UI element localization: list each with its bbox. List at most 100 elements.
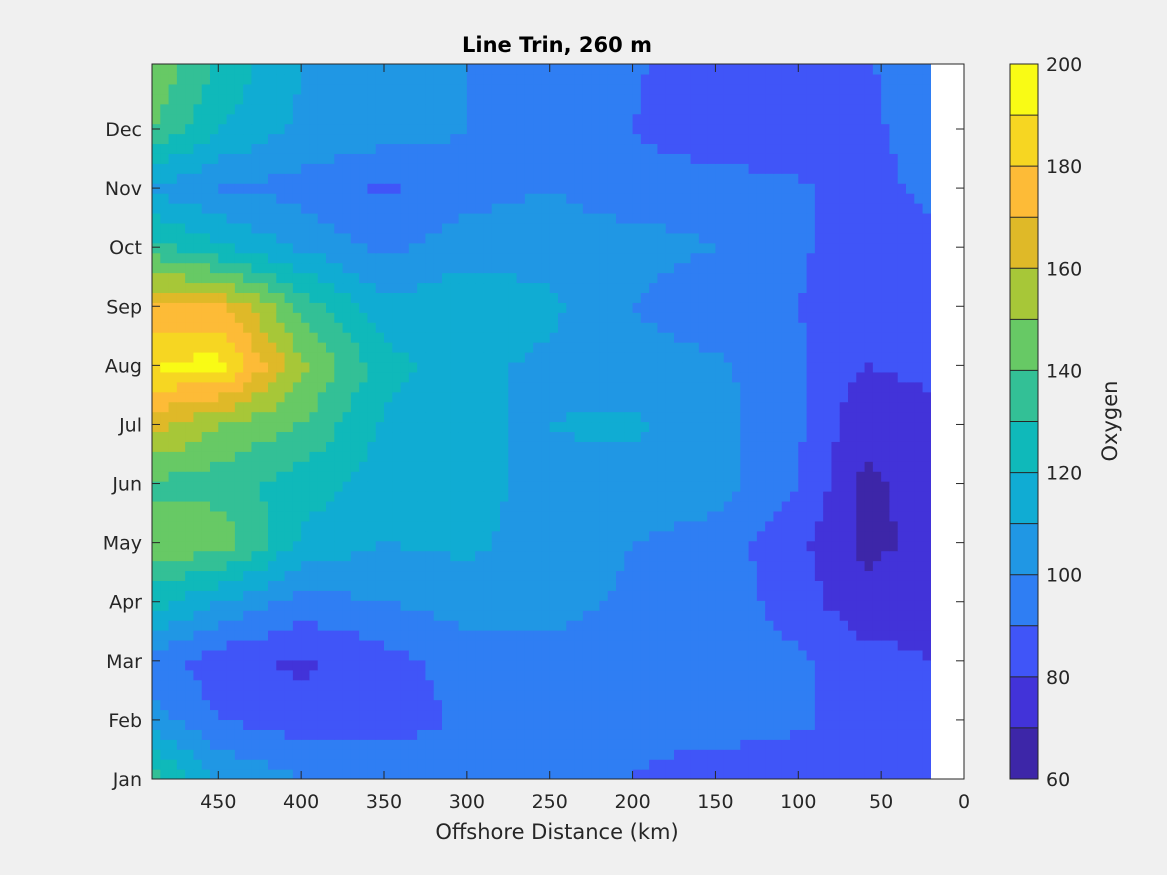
contour-cell — [906, 411, 915, 423]
contour-cell — [152, 639, 161, 651]
contour-cell — [516, 342, 526, 353]
contour-cell — [566, 500, 576, 512]
contour-cell — [657, 610, 667, 621]
contour-cell — [268, 729, 277, 740]
contour-cell — [624, 252, 634, 264]
contour-cell — [582, 630, 592, 641]
contour-cell — [392, 620, 402, 631]
contour-cell — [326, 520, 335, 532]
contour-cell — [152, 302, 161, 313]
contour-cell — [475, 461, 485, 472]
contour-cell — [864, 481, 874, 492]
contour-cell — [748, 729, 758, 740]
contour-cell — [234, 510, 244, 522]
contour-cell — [384, 361, 393, 373]
contour-cell — [872, 411, 882, 423]
contour-cell — [674, 252, 683, 264]
contour-cell — [475, 491, 485, 502]
contour-cell — [408, 749, 418, 760]
contour-cell — [201, 451, 211, 462]
contour-cell — [674, 401, 683, 413]
contour-cell — [176, 540, 186, 552]
contour-cell — [185, 312, 195, 323]
contour-cell — [226, 252, 236, 264]
contour-cell — [524, 610, 534, 621]
contour-cell — [640, 600, 650, 611]
contour-cell — [350, 560, 360, 572]
contour-cell — [624, 292, 634, 303]
contour-cell — [640, 381, 650, 393]
contour-cell — [384, 540, 393, 552]
contour-cell — [798, 679, 808, 691]
contour-cell — [152, 689, 161, 701]
contour-cell — [657, 401, 667, 413]
contour-cell — [591, 342, 601, 353]
contour-cell — [417, 391, 427, 403]
contour-cell — [375, 739, 385, 750]
contour-cell — [234, 620, 244, 631]
contour-cell — [284, 749, 294, 760]
contour-cell — [723, 769, 733, 779]
contour-cell — [707, 560, 717, 572]
contour-cell — [350, 600, 360, 611]
contour-cell — [458, 461, 468, 472]
contour-cell — [839, 312, 849, 323]
contour-cell — [823, 481, 833, 492]
contour-cell — [781, 580, 791, 591]
contour-cell — [533, 610, 543, 621]
contour-cell — [301, 729, 311, 740]
contour-cell — [268, 461, 277, 472]
contour-cell — [665, 361, 675, 373]
contour-cell — [226, 679, 236, 691]
contour-cell — [856, 411, 866, 423]
contour-cell — [524, 292, 534, 303]
contour-cell — [781, 769, 791, 779]
contour-cell — [218, 351, 228, 363]
contour-cell — [790, 739, 799, 750]
contour-cell — [251, 272, 261, 284]
contour-cell — [707, 699, 717, 711]
contour-cell — [558, 431, 567, 442]
contour-cell — [558, 312, 567, 323]
contour-cell — [384, 441, 393, 452]
contour-cell — [723, 699, 733, 711]
contour-cell — [723, 550, 733, 562]
contour-cell — [292, 471, 302, 482]
contour-cell — [524, 570, 534, 581]
contour-cell — [558, 699, 567, 711]
contour-cell — [210, 669, 219, 681]
contour-cell — [326, 262, 335, 274]
contour-cell — [831, 639, 841, 651]
contour-cell — [168, 351, 178, 363]
contour-cell — [607, 600, 617, 611]
contour-cell — [657, 739, 667, 750]
contour-cell — [317, 441, 327, 452]
contour-cell — [831, 649, 841, 661]
contour-cell — [848, 669, 857, 681]
contour-cell — [624, 391, 634, 403]
contour-cell — [690, 391, 700, 403]
contour-cell — [698, 699, 708, 711]
contour-cell — [483, 332, 493, 343]
contour-cell — [408, 679, 418, 691]
contour-cell — [367, 689, 377, 701]
contour-cell — [872, 461, 882, 472]
contour-cell — [168, 510, 178, 522]
contour-cell — [856, 649, 866, 661]
contour-cell — [491, 381, 501, 393]
contour-cell — [408, 500, 418, 512]
contour-cell — [674, 570, 683, 581]
contour-cell — [839, 639, 849, 651]
contour-cell — [251, 669, 261, 681]
contour-cell — [342, 649, 352, 661]
contour-cell — [872, 332, 882, 343]
contour-cell — [889, 491, 899, 502]
contour-cell — [408, 699, 418, 711]
contour-cell — [500, 461, 509, 472]
contour-cell — [698, 540, 708, 552]
contour-cell — [607, 669, 617, 681]
contour-cell — [317, 669, 327, 681]
contour-cell — [309, 689, 319, 701]
contour-cell — [814, 381, 824, 393]
contour-cell — [268, 739, 277, 750]
